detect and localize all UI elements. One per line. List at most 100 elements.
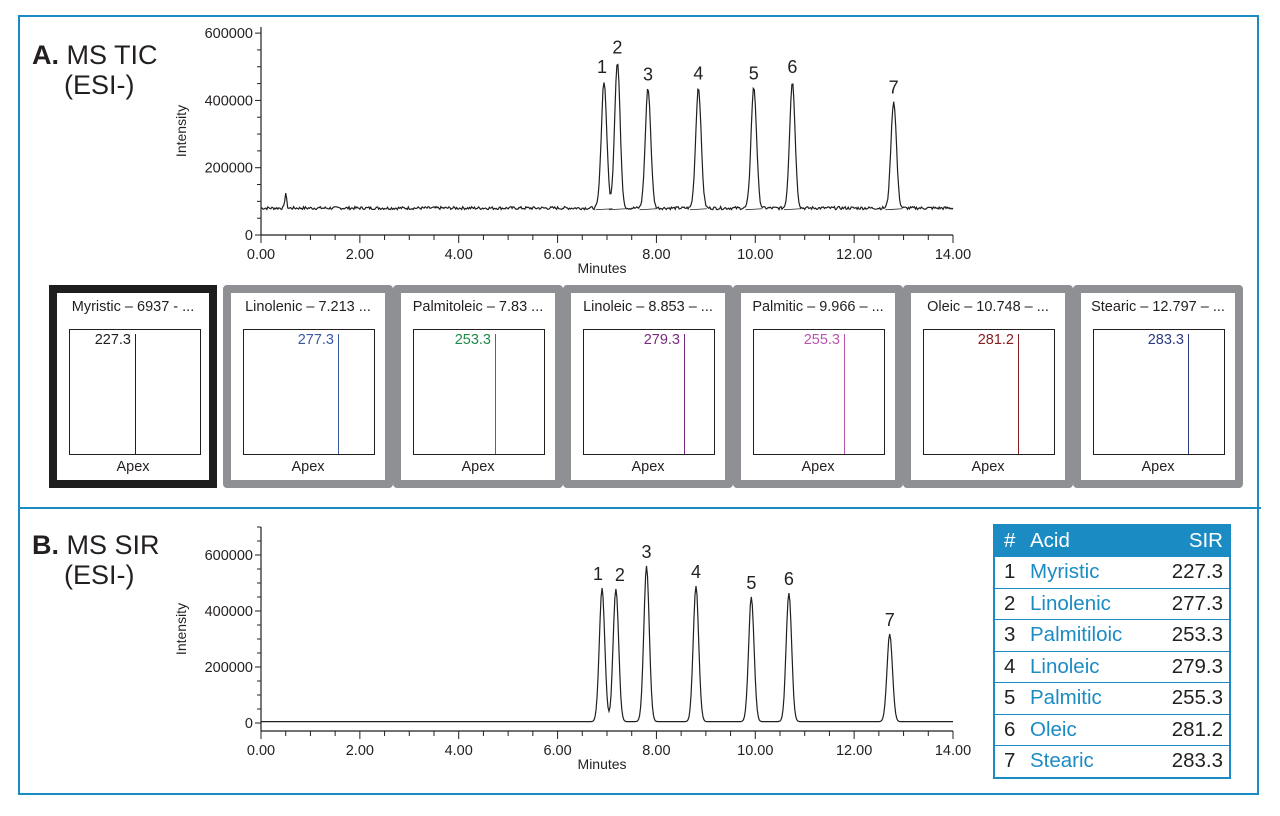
peak-label: 7 [889, 77, 899, 97]
header-sir: SIR [1148, 525, 1230, 557]
x-tick-label: 12.00 [836, 743, 872, 759]
panel-b-name: MS SIR [66, 530, 160, 560]
header-number: # [994, 525, 1024, 557]
spectrum-plot: 277.3 [243, 329, 375, 455]
panel-a-title: A. MS TIC (ESI-) [32, 40, 158, 100]
spectrum-mz-label: 283.3 [1147, 332, 1184, 348]
spectrum-apex-label: Apex [801, 459, 835, 475]
y-tick-label: 0 [245, 716, 253, 732]
spectrum-mz-label: 277.3 [297, 332, 334, 348]
x-tick-label: 8.00 [642, 247, 670, 263]
y-tick-label: 600000 [205, 548, 253, 564]
integration-baseline [745, 208, 763, 211]
row-sir: 255.3 [1148, 682, 1230, 714]
spectrum-card[interactable]: Stearic – 12.797 – ... 283.3 Apex [1073, 285, 1243, 488]
spectrum-card[interactable]: Palmitoleic – 7.83 ... 253.3 Apex [393, 285, 563, 488]
integration-baseline [639, 208, 657, 211]
spectrum-plot: 281.2 [923, 329, 1055, 455]
spectrum-card[interactable]: Myristic – 6937 - ... 227.3 Apex [49, 285, 217, 488]
x-tick-label: 14.00 [935, 247, 971, 263]
spectrum-card[interactable]: Oleic – 10.748 – ... 281.2 Apex [903, 285, 1073, 488]
x-tick-label: 6.00 [543, 247, 571, 263]
peak-label: 3 [642, 542, 652, 562]
table-row: 1 Myristic 227.3 [994, 556, 1230, 588]
spectrum-peak-line [338, 334, 339, 454]
spectrum-title: Palmitoleic – 7.83 ... [412, 299, 544, 315]
row-number: 5 [994, 682, 1024, 714]
x-axis-label: Minutes [578, 756, 627, 772]
row-acid: Oleic [1024, 713, 1149, 746]
spectrum-apex-label: Apex [461, 459, 495, 475]
row-number: 2 [994, 587, 1024, 620]
y-tick-label: 0 [245, 228, 253, 244]
spectrum-title: Oleic – 10.748 – ... [927, 299, 1049, 315]
spectrum-peak-line [684, 334, 685, 454]
spectrum-peak-line [1188, 334, 1189, 454]
x-tick-label: 0.00 [247, 247, 275, 263]
y-tick-label: 400000 [205, 604, 253, 620]
spectrum-title: Linolenic – 7.213 ... [245, 299, 371, 315]
table-header-row: # Acid SIR [994, 525, 1230, 557]
spectrum-plot: 255.3 [753, 329, 885, 455]
spectrum-plot: 283.3 [1093, 329, 1225, 455]
spectrum-apex-label: Apex [116, 459, 150, 475]
panel-b-subtitle: (ESI-) [64, 560, 135, 590]
row-sir: 277.3 [1148, 587, 1230, 620]
row-acid: Myristic [1024, 556, 1149, 588]
chromatogram-trace [260, 63, 954, 211]
spectrum-mz-label: 227.3 [94, 332, 131, 348]
x-axis-label: Minutes [578, 260, 627, 276]
integration-baseline [608, 208, 626, 211]
x-tick-label: 2.00 [346, 247, 374, 263]
row-number: 1 [994, 556, 1024, 588]
panel-a-subtitle: (ESI-) [64, 70, 135, 100]
peak-label: 6 [784, 569, 794, 589]
spectrum-card[interactable]: Linoleic – 8.853 – ... 279.3 Apex [563, 285, 733, 488]
spectrum-apex-label: Apex [971, 459, 1005, 475]
table-row: 2 Linolenic 277.3 [994, 587, 1230, 620]
row-sir: 279.3 [1148, 650, 1230, 683]
row-sir: 281.2 [1148, 713, 1230, 746]
y-tick-label: 200000 [205, 161, 253, 177]
spectrum-apex-label: Apex [291, 459, 325, 475]
spectrum-card[interactable]: Palmitic – 9.966 – ... 255.3 Apex [733, 285, 903, 488]
spectrum-peak-line [495, 334, 496, 454]
row-sir: 253.3 [1148, 619, 1230, 651]
peak-label: 5 [749, 63, 759, 83]
row-number: 3 [994, 619, 1024, 651]
spectrum-card[interactable]: Linolenic – 7.213 ... 277.3 Apex [223, 285, 393, 488]
y-tick-label: 400000 [205, 93, 253, 109]
table-row: 4 Linoleic 279.3 [994, 650, 1230, 683]
peak-label: 6 [787, 57, 797, 77]
row-sir: 283.3 [1148, 745, 1230, 778]
peak-label: 5 [746, 573, 756, 593]
spectrum-apex-label: Apex [1141, 459, 1175, 475]
spectrum-plot: 227.3 [69, 329, 201, 455]
chart-b-sir: 0 200000 400000 600000 Intensity 0.00 2.00 4.00… [173, 526, 971, 772]
spectrum-peak-line [844, 334, 845, 454]
panel-b-title: B. MS SIR (ESI-) [32, 530, 160, 590]
y-axis-label: Intensity [173, 105, 189, 157]
spectrum-apex-label: Apex [631, 459, 665, 475]
peak-label: 1 [593, 564, 603, 584]
peak-label: 3 [643, 64, 653, 84]
y-tick-label: 600000 [205, 26, 253, 42]
x-tick-label: 14.00 [935, 743, 971, 759]
integration-baseline [885, 208, 903, 211]
x-tick-label: 6.00 [543, 743, 571, 759]
x-tick-label: 10.00 [737, 743, 773, 759]
table-row: 6 Oleic 281.2 [994, 713, 1230, 746]
panel-a-letter: A. [32, 40, 59, 70]
spectrum-title: Myristic – 6937 - ... [71, 299, 195, 315]
spectrum-title: Stearic – 12.797 – ... [1091, 299, 1225, 315]
spectrum-title: Palmitic – 9.966 – ... [752, 299, 884, 315]
row-acid: Linoleic [1024, 650, 1149, 683]
integration-baseline [783, 208, 801, 211]
row-acid: Palmitic [1024, 682, 1149, 714]
spectrum-plot: 253.3 [413, 329, 545, 455]
spectrum-peak-line [135, 334, 136, 454]
row-number: 7 [994, 745, 1024, 778]
row-acid: Palmitiloic [1024, 619, 1149, 651]
peak-label: 4 [691, 562, 701, 582]
figure-frame [18, 15, 1259, 795]
